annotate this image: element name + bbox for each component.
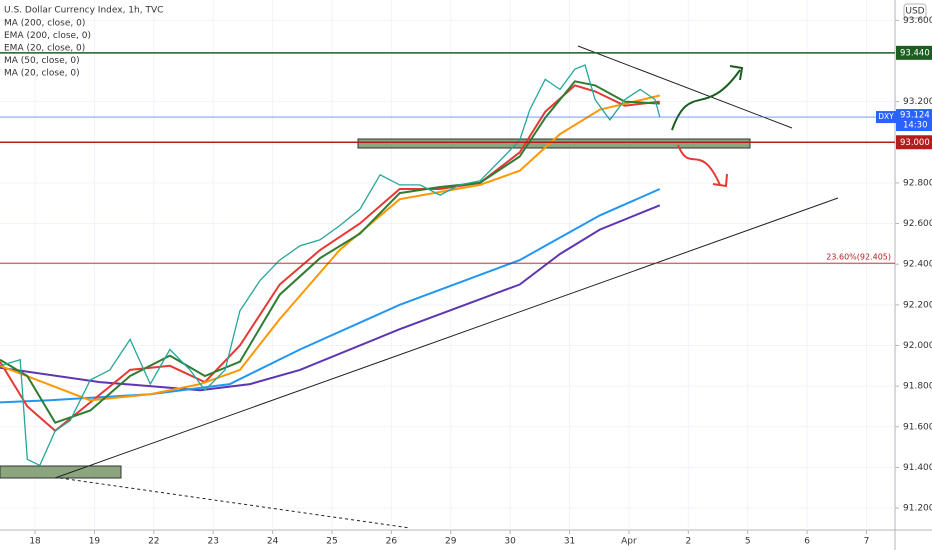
x-tick-label: 24 [267,537,279,547]
y-tick-label: 91.400 [903,463,932,473]
x-tick-label: 23 [207,537,218,547]
y-tick-label: 91.600 [903,422,932,432]
currency-box [903,3,927,19]
x-tick-label: 19 [89,537,101,547]
ma-line [0,204,661,392]
ma-line [0,94,661,402]
last-price-time: 14:30 [903,121,928,131]
y-tick-label: 92.600 [903,219,932,229]
level-tag [896,135,932,150]
down-arrow [677,144,721,186]
legend-entry: EMA (200, close, 0) [4,31,91,41]
y-tick-label: 92.800 [903,178,932,188]
x-tick-label: 18 [29,537,41,547]
last-price-tag [896,109,932,132]
level-label: 23.60%(92.405) [826,253,891,262]
level-tag [896,45,932,60]
x-tick-label: 30 [504,537,516,547]
y-tick-label: 92.400 [903,260,932,270]
chart-title: U.S. Dollar Currency Index, 1h, TVC [4,6,163,16]
down-arrow-head [712,173,728,188]
y-tick-label: 91.200 [903,504,932,514]
x-tick-label: 5 [745,537,751,547]
symbol-tag [876,111,896,124]
legend-entry: MA (20, close, 0) [4,69,80,79]
legend-entry: MA (50, close, 0) [4,56,80,66]
x-tick-label: 26 [386,537,398,547]
ma-line [0,80,660,424]
symbol-label: DXY [878,112,894,121]
level-tag-label: 93.000 [900,138,930,148]
x-tick-label: 29 [445,537,457,547]
x-tick-label: 2 [685,537,691,547]
currency: USD [905,7,924,17]
y-tick-label: 93.600 [903,16,932,26]
y-tick-label: 91.800 [903,382,932,392]
x-tick-label: 31 [564,537,575,547]
level-tag-label: 93.440 [900,48,930,58]
y-tick-label: 92.000 [903,341,932,351]
x-tick-label: Apr [621,537,637,547]
x-tick-label: 7 [864,537,870,547]
up-arrow [671,69,741,131]
x-tick-label: 6 [804,537,810,547]
x-tick-label: 22 [148,537,159,547]
y-tick-label: 92.200 [903,300,932,310]
last-price-label: 93.124 [900,111,930,121]
up-arrow-head [729,65,744,81]
legend-entry: MA (200, close, 0) [4,19,85,29]
trend-line [577,45,793,129]
x-tick-label: 25 [326,537,337,547]
legend-entry: EMA (20, close, 0) [4,44,85,54]
y-tick-label: 93.200 [903,97,932,107]
trend-line [59,477,411,529]
ma-line [0,84,660,433]
legend: U.S. Dollar Currency Index, 1h, TVC MA (… [4,6,163,79]
trend-line [54,197,839,479]
price-line [0,64,661,467]
